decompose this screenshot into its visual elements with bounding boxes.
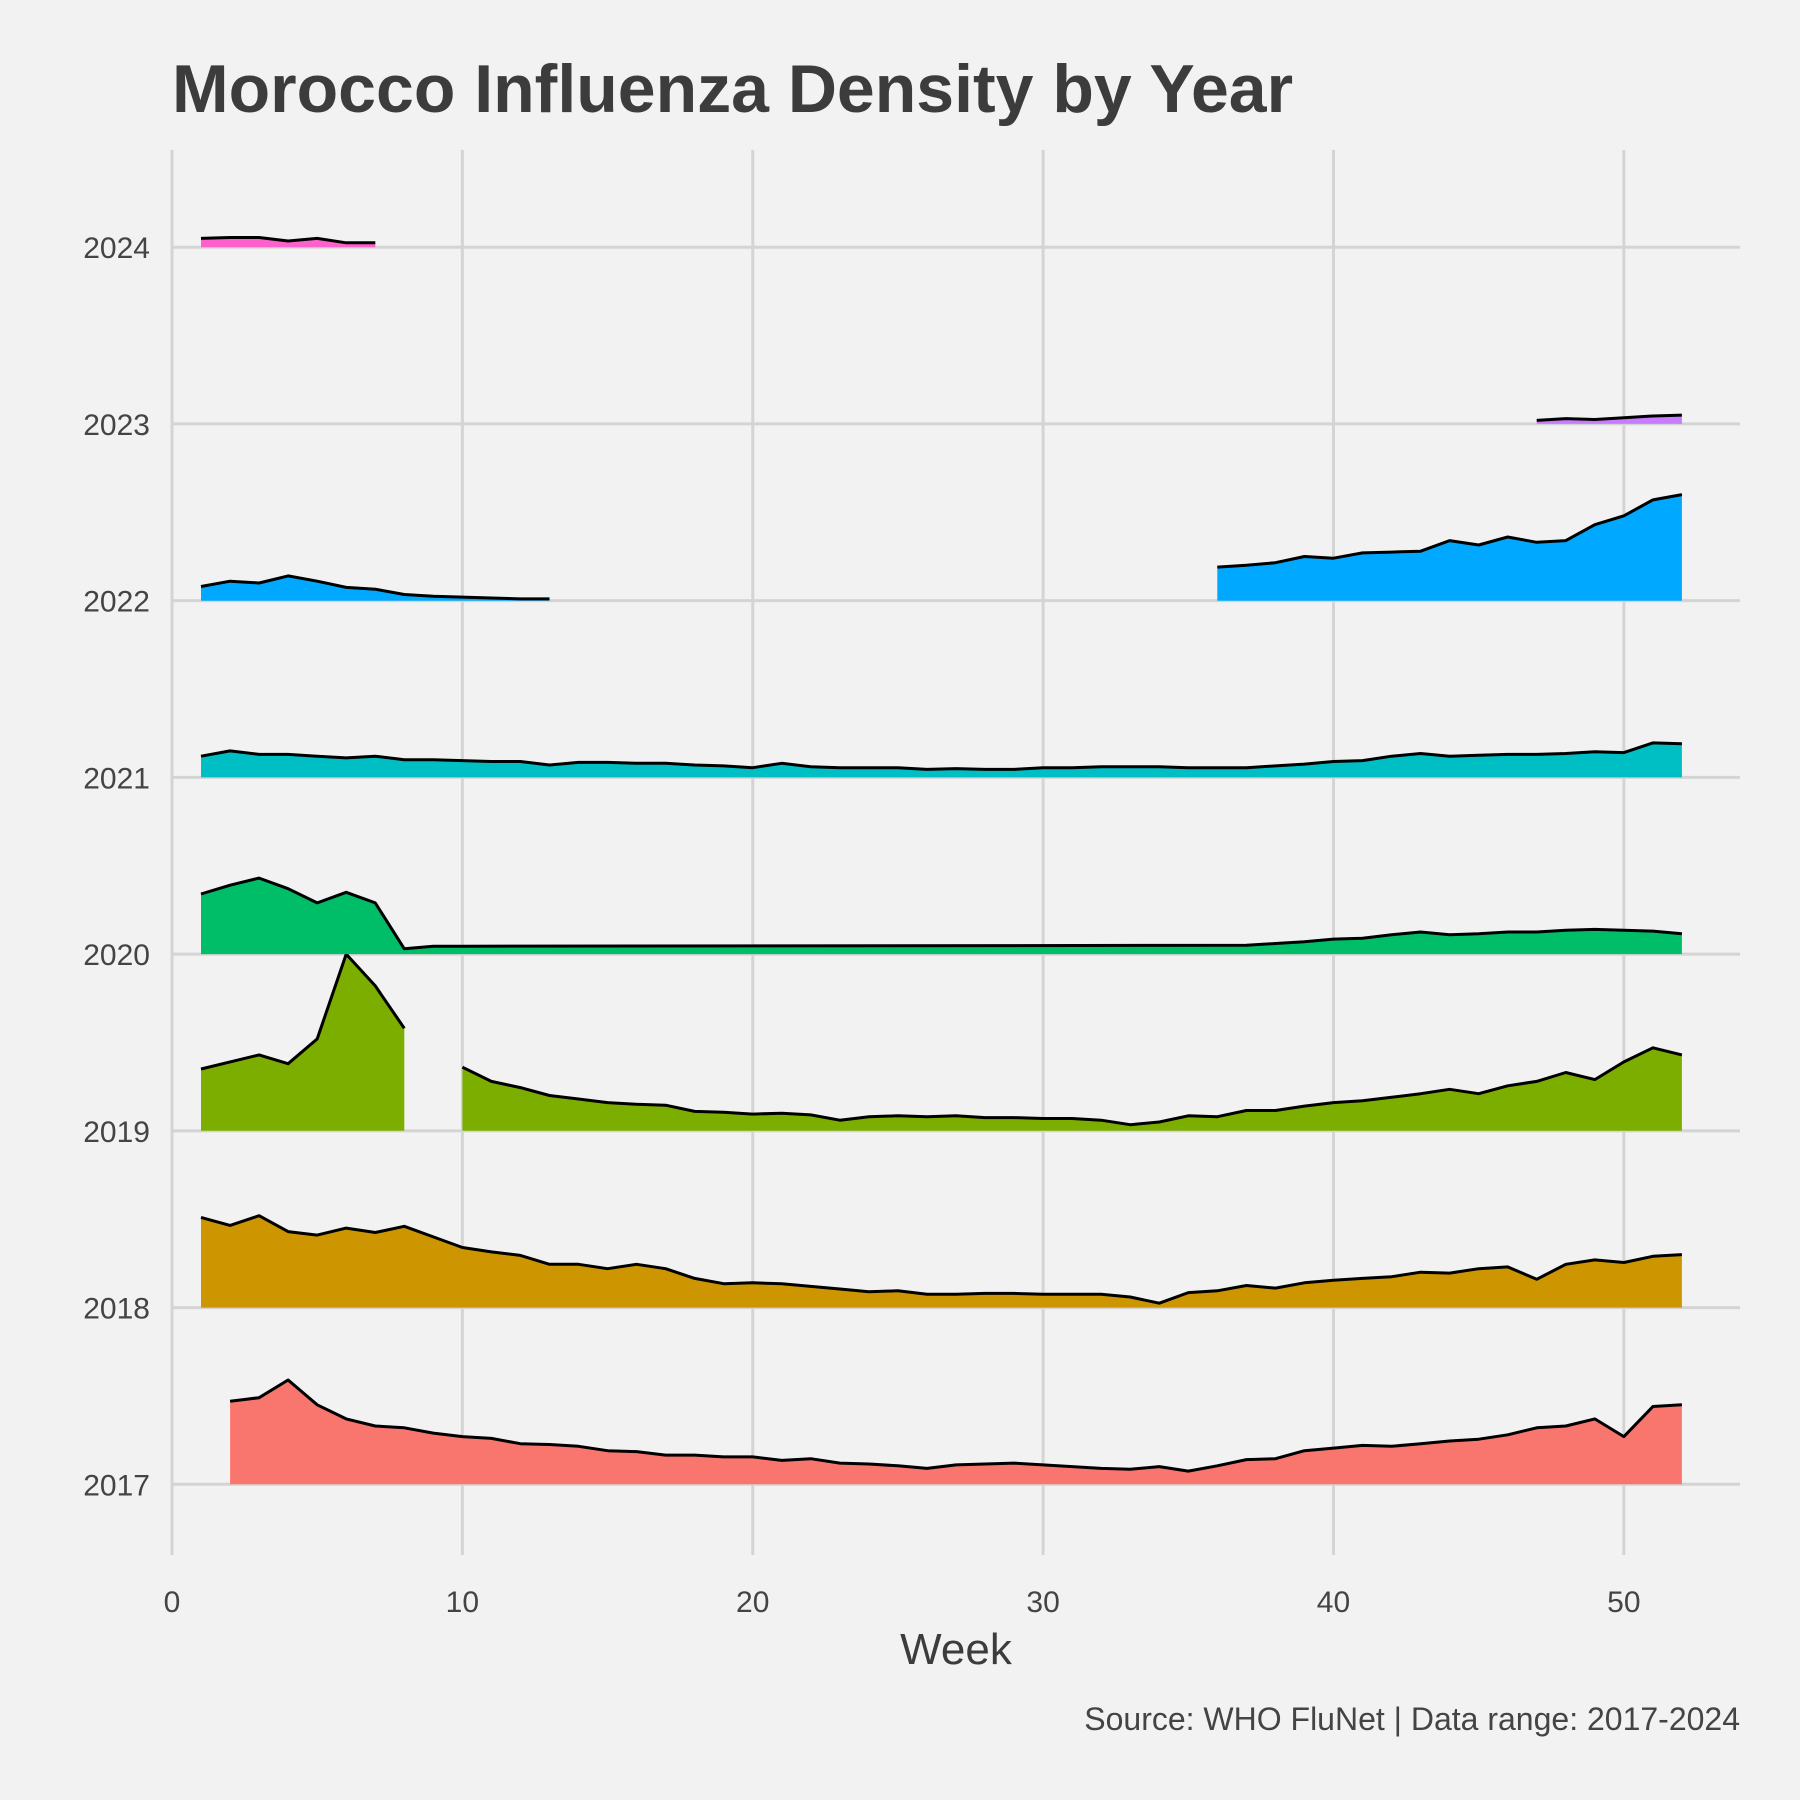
ridge-line-2019-2 [461,1046,1683,1127]
x-tick-label-50: 50 [1607,1586,1640,1619]
ridge-area-2022-2 [1217,494,1682,601]
ridge-line-2022-1 [200,574,550,601]
gridlines [170,150,1740,1555]
y-tick-label-2017: 2017 [83,1469,150,1502]
x-tick-label-20: 20 [736,1586,769,1619]
ridge-line-2019-1 [200,952,406,1071]
ridge-area-2022-1 [201,575,550,601]
ridge-area-2019-1 [201,954,405,1131]
x-axis-label: Week [900,1625,1013,1674]
ridge-area-2019-2 [462,1047,1682,1131]
ridge-area-2020-1 [201,878,1682,955]
ridge-area-2021-1 [201,742,1682,778]
chart-title: Morocco Influenza Density by Year [172,51,1293,127]
y-tick-label-2020: 2020 [83,939,150,972]
y-tick-label-2018: 2018 [83,1293,150,1326]
ridge-2022 [200,493,1683,601]
ridge-line-2021-1 [200,741,1682,771]
chart-caption: Source: WHO FluNet | Data range: 2017-20… [1084,1701,1740,1737]
ridge-line-2022-2 [1217,493,1683,569]
ridge-area-2017-1 [230,1380,1682,1485]
x-tick-label-10: 10 [446,1586,479,1619]
ridges [200,236,1683,1485]
ridge-2023 [1536,413,1682,424]
y-tick-label-2021: 2021 [83,762,150,795]
y-axis-ticks: 2017 2018 2019 2020 2021 2022 2023 2024 [83,232,150,1502]
ridge-area-2018-1 [201,1215,1682,1308]
y-tick-label-2019: 2019 [83,1116,150,1149]
ridge-2019 [200,952,1683,1131]
ridge-line-2020-1 [200,876,1683,951]
ridge-2021 [200,741,1682,778]
x-tick-label-40: 40 [1317,1586,1350,1619]
ridge-2018 [200,1214,1682,1308]
ridge-line-2024-1 [200,236,376,245]
ridge-2020 [200,876,1683,955]
x-axis-ticks: 0 10 20 30 40 50 [164,1586,1641,1619]
x-tick-label-30: 30 [1026,1586,1059,1619]
y-tick-label-2022: 2022 [83,586,150,619]
y-tick-label-2024: 2024 [83,232,150,265]
y-tick-label-2023: 2023 [83,409,150,442]
ridge-line-2023-1 [1536,413,1682,422]
ridge-line-2018-1 [200,1214,1682,1305]
x-tick-label-0: 0 [164,1586,181,1619]
ridge-2024 [200,236,376,248]
ridge-2017 [229,1378,1682,1485]
ridge-line-2017-1 [229,1378,1682,1473]
